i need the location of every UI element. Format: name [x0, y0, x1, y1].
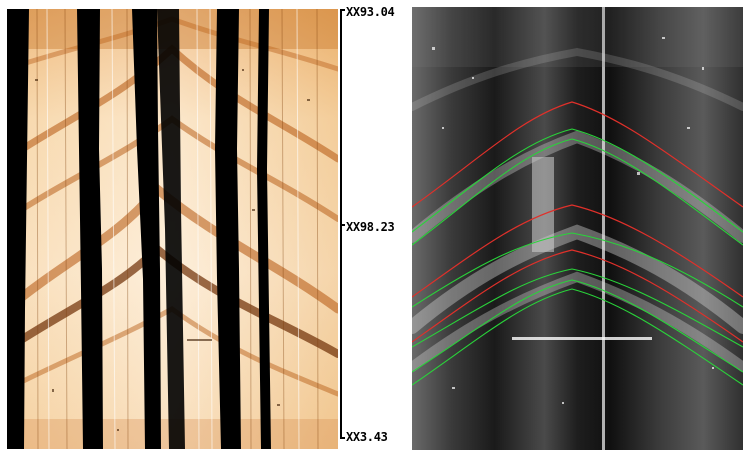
depth-tick-top [340, 9, 345, 11]
green-pick-3 [412, 232, 743, 308]
green-pick-4 [412, 268, 743, 348]
depth-label-middle: XX98.23 [346, 220, 395, 234]
red-pick-1 [412, 101, 743, 208]
red-pick-3 [412, 249, 743, 343]
static-image-svg [7, 9, 338, 449]
dynamic-speckles [432, 37, 714, 404]
green-pick-1 [412, 128, 743, 233]
green-sinusoid-picks [412, 128, 743, 386]
green-pick-2 [412, 138, 743, 246]
dynamic-image-svg [412, 7, 743, 450]
static-streaks [46, 9, 300, 449]
depth-label-bottom: XX3.43 [346, 430, 388, 444]
depth-tick-bottom [340, 437, 345, 439]
green-pick-6 [412, 288, 743, 386]
dynamic-bright-bands [412, 47, 743, 372]
depth-label-top: XX93.04 [346, 5, 395, 19]
dynamic-image-background [412, 7, 743, 450]
red-sinusoid-picks [412, 101, 743, 343]
depth-axis: XX93.04 XX98.23 XX3.43 [340, 5, 410, 449]
green-pick-5 [412, 279, 743, 373]
pad-gaps [7, 9, 271, 449]
depth-tick-middle [340, 224, 345, 226]
dynamic-image-panel [412, 7, 743, 450]
red-pick-2 [412, 204, 743, 298]
static-image-panel [7, 9, 338, 449]
